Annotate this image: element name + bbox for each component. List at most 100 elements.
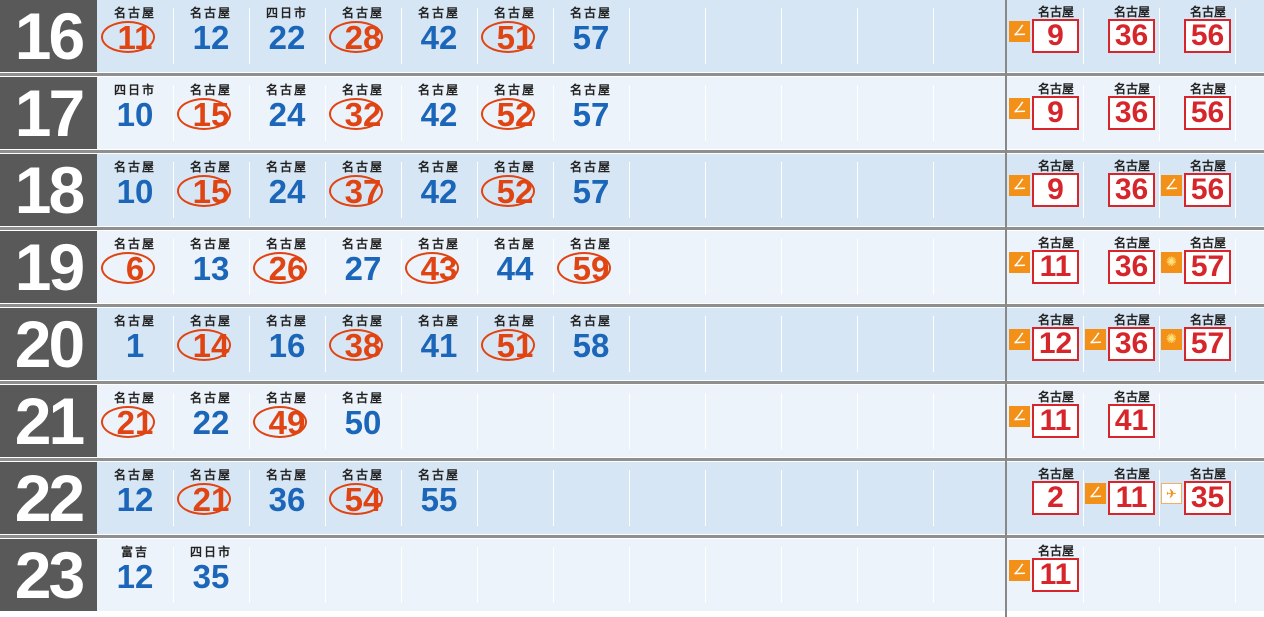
destination-label: 名古屋 xyxy=(265,160,308,174)
departure: 名古屋 52 xyxy=(477,154,553,226)
column-divider xyxy=(1083,8,1084,64)
column-divider xyxy=(857,470,858,526)
column-divider xyxy=(629,547,630,603)
local-panel xyxy=(97,154,1005,226)
departure: 名古屋 24 xyxy=(249,154,325,226)
departure-minute: 50 xyxy=(344,404,382,441)
hour-row: 18 名古屋 10 名古屋 15 名古屋 24 名古屋 37 名古屋 42 名古屋 52 名古屋 57 ㄥ名古… xyxy=(0,154,1264,226)
departure-minute: 13 xyxy=(192,250,230,287)
local-panel xyxy=(97,308,1005,380)
column-divider xyxy=(705,239,706,295)
local-panel xyxy=(97,0,1005,72)
column-divider xyxy=(477,547,478,603)
column-divider xyxy=(1235,316,1236,372)
express-departure: ㄥ名古屋 12 xyxy=(1007,308,1083,380)
column-divider xyxy=(249,162,250,218)
column-divider xyxy=(1235,162,1236,218)
departure: 名古屋 57 xyxy=(553,77,629,149)
column-divider xyxy=(325,547,326,603)
circled-minute: 43 xyxy=(401,249,477,289)
limited-express-icon: ㄥ xyxy=(1009,98,1030,119)
destination-label: 名古屋 xyxy=(1037,544,1074,558)
departure-minute: 10 xyxy=(116,173,154,210)
column-divider xyxy=(325,316,326,372)
hour-label: 19 xyxy=(0,231,97,303)
hour-row: 16 名古屋 11 名古屋 12 四日市 22 名古屋 28 名古屋 42 名古屋 51 名古屋 57 ㄥ名古… xyxy=(0,0,1264,72)
hour-label: 22 xyxy=(0,462,97,534)
column-divider xyxy=(401,239,402,295)
departure-minute: 24 xyxy=(268,96,306,133)
express-minute-box: 36 xyxy=(1108,173,1155,207)
destination-label: 四日市 xyxy=(265,6,308,20)
column-divider xyxy=(477,316,478,372)
column-divider xyxy=(553,162,554,218)
column-divider xyxy=(401,547,402,603)
departure-minute: 44 xyxy=(496,250,534,287)
circled-minute: 52 xyxy=(477,95,553,135)
destination-label: 富吉 xyxy=(120,545,149,559)
hour-row: 17 四日市 10 名古屋 15 名古屋 24 名古屋 32 名古屋 42 名古屋 52 名古屋 57 ㄥ名古… xyxy=(0,77,1264,149)
column-divider xyxy=(325,85,326,141)
column-divider xyxy=(933,470,934,526)
column-divider xyxy=(1083,85,1084,141)
express-departure: ㄥ名古屋 56 xyxy=(1159,154,1235,226)
departure-minute: 57 xyxy=(572,173,610,210)
row-separator xyxy=(0,304,1264,307)
destination-label: 名古屋 xyxy=(265,314,308,328)
column-divider xyxy=(781,393,782,449)
column-divider xyxy=(705,547,706,603)
column-divider xyxy=(401,8,402,64)
hour-label: 18 xyxy=(0,154,97,226)
destination-label: 名古屋 xyxy=(417,160,460,174)
destination-label: 名古屋 xyxy=(569,160,612,174)
departure: 四日市 22 xyxy=(249,0,325,72)
departure: 名古屋 51 xyxy=(477,308,553,380)
express-departure: 名古屋 36 xyxy=(1083,231,1159,303)
column-divider xyxy=(857,393,858,449)
destination-label: 名古屋 xyxy=(113,6,156,20)
column-divider xyxy=(1159,393,1160,449)
destination-label: 名古屋 xyxy=(341,468,384,482)
express-minute-box: 56 xyxy=(1184,19,1231,53)
departure: 名古屋 59 xyxy=(553,231,629,303)
destination-label: 名古屋 xyxy=(189,237,232,251)
column-divider xyxy=(1083,393,1084,449)
column-divider xyxy=(553,316,554,372)
column-divider xyxy=(553,470,554,526)
destination-label: 名古屋 xyxy=(493,160,536,174)
circled-minute: 59 xyxy=(553,249,629,289)
destination-label: 名古屋 xyxy=(417,237,460,251)
row-separator xyxy=(0,73,1264,76)
destination-label: 名古屋 xyxy=(493,6,536,20)
column-divider xyxy=(629,8,630,64)
destination-label: 名古屋 xyxy=(493,83,536,97)
column-divider xyxy=(553,8,554,64)
destination-label: 名古屋 xyxy=(1037,159,1074,173)
express-departure: 名古屋 36 xyxy=(1083,0,1159,72)
departure: 名古屋 54 xyxy=(325,462,401,534)
column-divider xyxy=(1235,239,1236,295)
column-divider xyxy=(249,393,250,449)
local-panel xyxy=(97,539,1005,611)
column-divider xyxy=(553,239,554,295)
column-divider xyxy=(1235,85,1236,141)
column-divider xyxy=(173,162,174,218)
circled-minute: 51 xyxy=(477,326,553,366)
destination-label: 名古屋 xyxy=(1037,313,1074,327)
column-divider xyxy=(249,470,250,526)
circled-minute: 15 xyxy=(173,172,249,212)
destination-label: 名古屋 xyxy=(417,6,460,20)
column-divider xyxy=(477,85,478,141)
sun-icon: ✺ xyxy=(1161,329,1182,350)
express-departure: ✺ 名古屋 57 xyxy=(1159,308,1235,380)
departure-minute: 42 xyxy=(420,173,458,210)
express-departure: ㄥ名古屋 9 xyxy=(1007,154,1083,226)
destination-label: 四日市 xyxy=(113,83,156,97)
departure: 名古屋 44 xyxy=(477,231,553,303)
express-minute-box: 11 xyxy=(1032,558,1079,592)
destination-label: 名古屋 xyxy=(417,468,460,482)
column-divider xyxy=(781,85,782,141)
destination-label: 名古屋 xyxy=(1189,82,1226,96)
destination-label: 名古屋 xyxy=(265,391,308,405)
destination-label: 名古屋 xyxy=(1113,313,1150,327)
